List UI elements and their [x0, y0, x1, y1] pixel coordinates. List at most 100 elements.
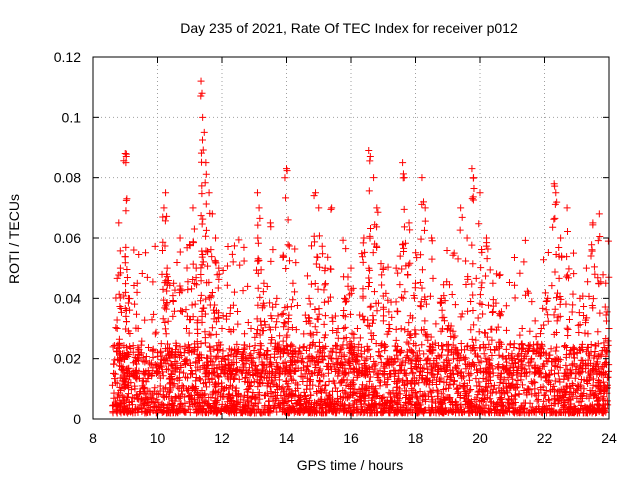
data-point	[436, 378, 444, 386]
data-point	[552, 294, 560, 302]
data-point	[353, 373, 361, 381]
data-point	[110, 394, 118, 402]
data-point	[321, 281, 329, 289]
data-point	[287, 303, 295, 311]
data-point	[311, 280, 319, 288]
data-point	[594, 274, 602, 282]
data-point	[368, 335, 376, 343]
data-point	[250, 378, 258, 386]
data-point	[224, 352, 232, 360]
data-point	[149, 345, 157, 353]
data-point	[199, 215, 207, 223]
data-point	[404, 270, 412, 278]
data-point	[377, 353, 385, 361]
data-point	[440, 358, 448, 366]
data-point	[182, 360, 190, 368]
data-point	[405, 395, 413, 403]
data-point	[351, 397, 359, 405]
data-point	[584, 330, 592, 338]
data-point	[423, 369, 431, 377]
data-point	[149, 406, 157, 414]
data-point	[284, 408, 292, 416]
data-point	[475, 220, 483, 228]
data-point	[154, 349, 161, 357]
data-point	[288, 406, 296, 414]
data-point	[255, 379, 263, 387]
data-point	[385, 308, 393, 316]
data-point	[363, 355, 371, 363]
data-point	[285, 311, 293, 319]
data-point	[349, 358, 357, 366]
data-point	[296, 344, 304, 352]
data-point	[306, 377, 314, 385]
data-point	[370, 358, 378, 366]
data-point	[599, 271, 607, 279]
data-point	[250, 402, 258, 410]
data-point	[502, 326, 510, 334]
data-point	[531, 379, 539, 387]
data-point	[186, 316, 194, 324]
data-point	[169, 297, 177, 305]
data-point	[468, 335, 476, 343]
data-point	[234, 347, 242, 355]
data-point	[272, 300, 280, 308]
data-point	[339, 311, 347, 319]
data-point	[538, 342, 546, 350]
data-point	[256, 214, 264, 222]
data-point	[164, 340, 172, 348]
data-point	[332, 355, 340, 363]
data-point	[253, 365, 261, 373]
data-point	[365, 278, 373, 286]
data-point	[412, 249, 420, 257]
data-point	[285, 386, 293, 394]
data-point	[253, 315, 261, 323]
data-point	[313, 253, 321, 261]
data-point	[438, 306, 446, 314]
data-point	[192, 399, 200, 407]
data-point	[426, 292, 434, 300]
data-point	[577, 356, 585, 364]
data-point	[253, 405, 261, 413]
data-point	[569, 393, 577, 401]
data-point	[267, 353, 275, 361]
data-point	[309, 339, 317, 347]
data-point	[531, 364, 539, 372]
data-point	[461, 388, 469, 396]
data-point	[596, 233, 604, 241]
data-point	[155, 390, 163, 398]
data-point	[597, 386, 605, 394]
data-point	[502, 387, 510, 395]
data-point	[559, 385, 567, 393]
data-point	[350, 334, 358, 342]
data-point	[128, 370, 136, 378]
data-point	[359, 258, 367, 266]
data-point	[488, 325, 496, 333]
data-point	[198, 387, 206, 395]
y-tick-label: 0	[73, 411, 81, 427]
data-point	[346, 310, 354, 318]
data-point	[381, 378, 389, 386]
data-point	[320, 353, 328, 361]
data-point	[594, 237, 602, 245]
data-point	[365, 187, 373, 195]
data-point	[327, 205, 335, 213]
data-point	[333, 388, 341, 396]
data-point	[335, 369, 343, 377]
data-point	[551, 182, 559, 190]
data-point	[474, 388, 482, 396]
data-point	[309, 409, 317, 417]
data-point	[285, 368, 293, 376]
data-point	[499, 379, 507, 387]
data-point	[494, 323, 502, 331]
data-point	[570, 345, 578, 353]
data-point	[257, 317, 265, 325]
data-point	[569, 301, 577, 309]
data-point	[468, 359, 476, 367]
data-point	[267, 370, 275, 378]
data-point	[535, 369, 543, 377]
data-point	[366, 157, 374, 165]
data-point	[365, 264, 373, 272]
data-point	[537, 330, 545, 338]
data-point	[454, 255, 462, 263]
data-point	[474, 314, 482, 322]
